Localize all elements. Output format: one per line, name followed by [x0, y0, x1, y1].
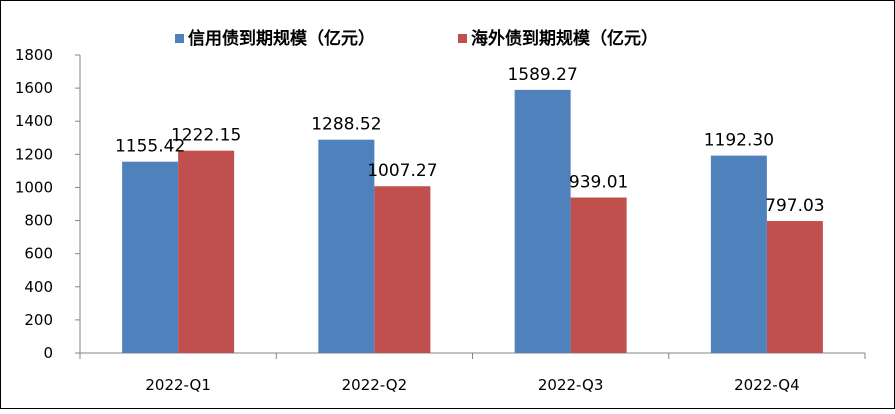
y-tick-label: 0	[43, 344, 53, 362]
y-tick-label: 1000	[15, 178, 53, 196]
y-tick-label: 800	[24, 212, 53, 230]
bar	[710, 155, 767, 353]
data-label: 1155.42	[115, 137, 185, 157]
data-label: 1222.15	[171, 126, 241, 146]
data-label: 797.03	[765, 196, 824, 216]
data-label: 1288.52	[311, 115, 381, 135]
bar	[122, 161, 179, 353]
bar	[178, 150, 235, 353]
legend-swatch	[458, 34, 467, 43]
bar	[570, 197, 627, 353]
legend-label: 海外债到期规模（亿元）	[471, 28, 658, 49]
legend: 信用债到期规模（亿元） 海外债到期规模（亿元）	[175, 28, 658, 49]
y-tick-label: 200	[24, 311, 53, 329]
x-axis: 2022-Q1 2022-Q2 2022-Q3 2022-Q4	[79, 352, 866, 394]
data-label: 1007.27	[367, 161, 437, 181]
bar	[374, 186, 431, 353]
bars	[122, 89, 823, 354]
data-label: 1589.27	[507, 65, 577, 85]
y-tick-label: 600	[24, 245, 53, 263]
x-tick-label: 2022-Q2	[342, 376, 408, 394]
bar	[318, 139, 375, 353]
data-label: 939.01	[569, 173, 628, 193]
legend-label: 信用债到期规模（亿元）	[188, 28, 375, 49]
x-tick-label: 2022-Q4	[734, 376, 800, 394]
y-tick-label: 1800	[15, 46, 53, 64]
y-tick-label: 1200	[15, 145, 53, 163]
x-tick-label: 2022-Q1	[145, 376, 211, 394]
x-tick-label: 2022-Q3	[538, 376, 604, 394]
bar	[766, 221, 823, 353]
bar	[514, 89, 571, 354]
y-axis: 0 200 400 600 800 1000 1200 1400 1600 1800	[15, 46, 81, 362]
y-tick-label: 1600	[15, 79, 53, 97]
y-tick-label: 400	[24, 278, 53, 296]
legend-swatch	[175, 34, 184, 43]
y-tick-label: 1400	[15, 112, 53, 130]
data-label: 1192.30	[704, 131, 774, 151]
